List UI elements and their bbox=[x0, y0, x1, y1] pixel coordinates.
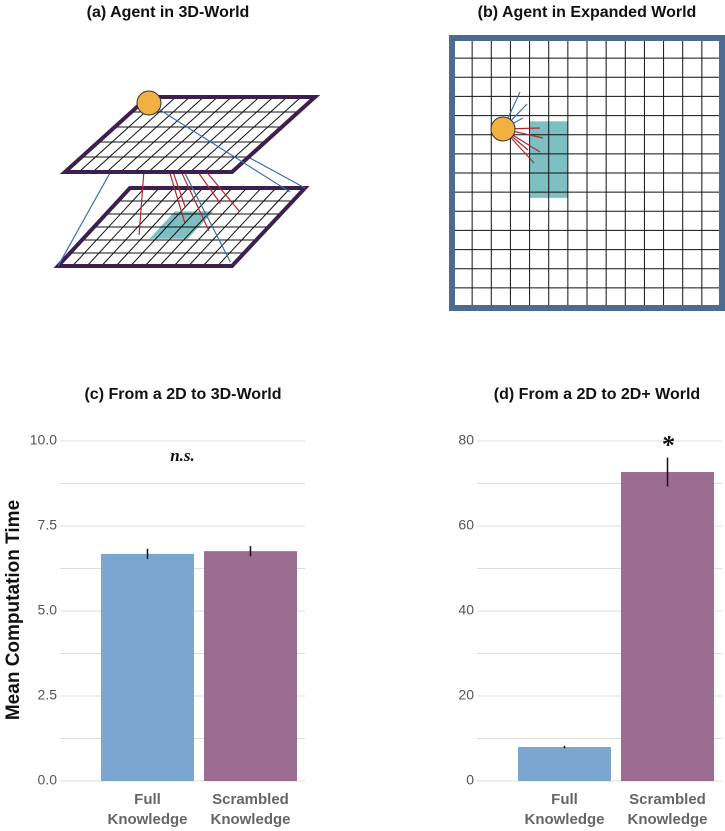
grid bbox=[175, 96, 260, 173]
y-tick-label: 60 bbox=[458, 517, 474, 533]
diagram-3d-world bbox=[53, 90, 321, 268]
y-tick-label: 10.0 bbox=[30, 432, 57, 448]
sight-line bbox=[148, 102, 291, 193]
x-tick-label: Scrambled Knowledge bbox=[210, 791, 290, 828]
grid bbox=[120, 96, 205, 173]
bar bbox=[101, 553, 194, 781]
x-tick-label: Scrambled Knowledge bbox=[627, 791, 707, 828]
panel-title: (a) Agent in 3D-World bbox=[87, 4, 250, 21]
diagram-expanded-world bbox=[449, 35, 725, 311]
y-tick-label: 0 bbox=[466, 772, 474, 788]
y-axis-label: Mean Computation Time bbox=[3, 500, 24, 720]
plane-border bbox=[59, 95, 321, 174]
y-tick-label: 20 bbox=[458, 687, 474, 703]
bar bbox=[518, 747, 611, 781]
grid bbox=[92, 96, 177, 173]
grid bbox=[134, 96, 218, 173]
view-patch bbox=[149, 211, 214, 239]
chart-title: (c) From a 2D to 3D-World bbox=[84, 386, 281, 403]
panel-title: (b) Agent in Expanded World bbox=[478, 4, 697, 21]
bar bbox=[621, 472, 714, 781]
grid bbox=[162, 96, 246, 173]
y-tick-label: 40 bbox=[458, 602, 474, 618]
y-tick-label: 2.5 bbox=[38, 687, 58, 703]
significance-label: * bbox=[661, 431, 675, 460]
y-tick-label: 5.0 bbox=[38, 602, 58, 618]
bar bbox=[204, 551, 297, 781]
world-border bbox=[449, 35, 725, 311]
x-tick-label: Full Knowledge bbox=[524, 791, 604, 828]
significance-label: n.s. bbox=[170, 446, 195, 465]
grid bbox=[217, 96, 302, 173]
grid bbox=[203, 96, 288, 173]
y-tick-label: 80 bbox=[458, 432, 474, 448]
grid bbox=[106, 96, 191, 173]
agent bbox=[490, 116, 516, 142]
chart-title: (d) From a 2D to 2D+ World bbox=[494, 386, 700, 403]
y-tick-label: 7.5 bbox=[38, 517, 58, 533]
agent bbox=[136, 90, 162, 116]
x-tick-label: Full Knowledge bbox=[107, 791, 187, 828]
grid bbox=[189, 96, 274, 173]
y-tick-label: 0.0 bbox=[38, 772, 58, 788]
grid bbox=[148, 96, 232, 173]
